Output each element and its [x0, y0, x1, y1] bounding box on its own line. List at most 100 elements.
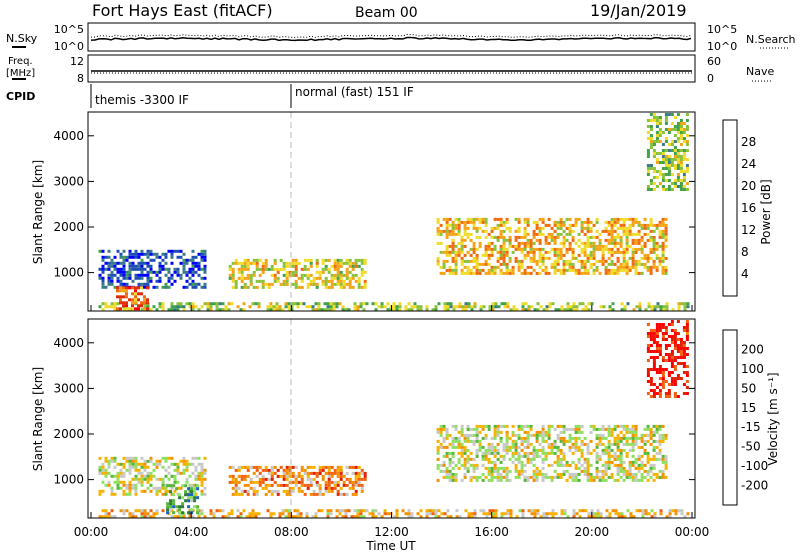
power-cell: [437, 302, 441, 306]
velocity-cell: [336, 471, 340, 475]
velocity-cell: [622, 436, 626, 440]
power-cell: [470, 308, 474, 312]
power-cell: [565, 247, 569, 251]
velocity-cell: [203, 468, 207, 472]
power-cell: [182, 308, 186, 312]
power-cell: [628, 226, 632, 230]
velocity-cell: [559, 424, 563, 428]
power-cell: [324, 264, 328, 268]
power-cell: [616, 259, 620, 263]
velocity-cell: [577, 424, 581, 428]
power-cell: [267, 282, 271, 286]
velocity-cell: [303, 483, 307, 487]
power-cell: [535, 247, 539, 251]
velocity-cell: [131, 462, 135, 466]
power-cell: [261, 264, 265, 268]
power-cell: [589, 235, 593, 239]
power-cell: [104, 305, 108, 309]
velocity-cell: [454, 472, 458, 476]
power-cell: [520, 235, 524, 239]
power-cell: [324, 279, 328, 283]
power-cell: [613, 262, 617, 266]
power-cell: [658, 122, 662, 125]
power-cell: [484, 250, 488, 254]
power-cell: [448, 265, 452, 269]
velocity-cell: [187, 487, 191, 491]
power-cell: [556, 235, 560, 239]
velocity-cell: [493, 430, 497, 434]
power-cell: [577, 217, 581, 221]
velocity-cell: [460, 430, 464, 434]
power-cell: [634, 220, 638, 224]
velocity-cell: [655, 329, 659, 332]
velocity-cell: [354, 474, 358, 478]
power-cell: [279, 282, 283, 286]
velocity-cell: [511, 439, 515, 443]
velocity-cell: [619, 448, 623, 452]
power-cell: [296, 305, 300, 309]
velocity-cell: [517, 475, 521, 479]
power-cell: [650, 308, 654, 312]
velocity-cell: [276, 489, 280, 493]
power-cell: [673, 140, 677, 143]
velocity-cell: [668, 515, 672, 519]
velocity-cell: [252, 492, 256, 496]
velocity-cell: [252, 465, 256, 469]
velocity-cell: [607, 442, 611, 446]
power-cell: [246, 264, 250, 268]
power-cell: [670, 128, 674, 131]
velocity-cell: [306, 483, 310, 487]
velocity-cell: [287, 509, 291, 513]
velocity-cell: [284, 509, 288, 513]
velocity-cell: [255, 480, 259, 484]
power-cell: [667, 158, 671, 161]
velocity-cell: [143, 465, 147, 469]
velocity-cell: [140, 477, 144, 481]
velocity-cell: [640, 445, 644, 449]
power-cell: [586, 268, 590, 272]
power-cell: [608, 308, 612, 312]
velocity-cell: [113, 456, 117, 460]
power-cell: [125, 255, 129, 259]
power-cell: [646, 185, 650, 188]
velocity-cell: [655, 427, 659, 431]
velocity-cell: [631, 430, 635, 434]
power-cell: [637, 259, 641, 263]
power-cell: [445, 259, 449, 263]
velocity-cell: [457, 445, 461, 449]
x-axis: 00:00 04:00 08:00 12:00 16:00 20:00 00:00: [74, 305, 709, 539]
power-cell: [527, 305, 531, 309]
power-cell: [521, 305, 525, 309]
velocity-cell: [491, 515, 495, 519]
velocity-cell: [682, 341, 686, 344]
power-cell: [448, 223, 452, 227]
power-cell: [155, 270, 159, 274]
power-cell: [182, 258, 186, 262]
power-cell: [119, 289, 122, 293]
velocity-cell: [451, 460, 455, 464]
power-cell: [101, 285, 105, 289]
power-cell: [101, 302, 105, 306]
power-cell: [514, 247, 518, 251]
power-cell: [146, 252, 150, 256]
velocity-cell: [502, 445, 506, 449]
velocity-cell: [607, 445, 611, 449]
power-ytick-label: 4000: [53, 129, 84, 143]
velocity-cell: [475, 454, 479, 458]
velocity-cell: [532, 448, 536, 452]
power-cell: [448, 229, 452, 233]
velocity-cell: [122, 456, 126, 460]
velocity-cell: [673, 359, 677, 362]
power-cell: [146, 270, 150, 274]
velocity-cell: [586, 442, 590, 446]
power-cell: [285, 273, 289, 277]
power-cell: [541, 217, 545, 221]
velocity-cell: [680, 512, 684, 516]
power-cell: [685, 125, 689, 128]
power-cell: [291, 261, 295, 265]
power-cell: [613, 250, 617, 254]
noise-right-tick-bottom: 10^0: [707, 40, 737, 53]
power-cell: [685, 164, 689, 167]
power-cell: [553, 241, 557, 245]
velocity-cell: [488, 512, 492, 516]
